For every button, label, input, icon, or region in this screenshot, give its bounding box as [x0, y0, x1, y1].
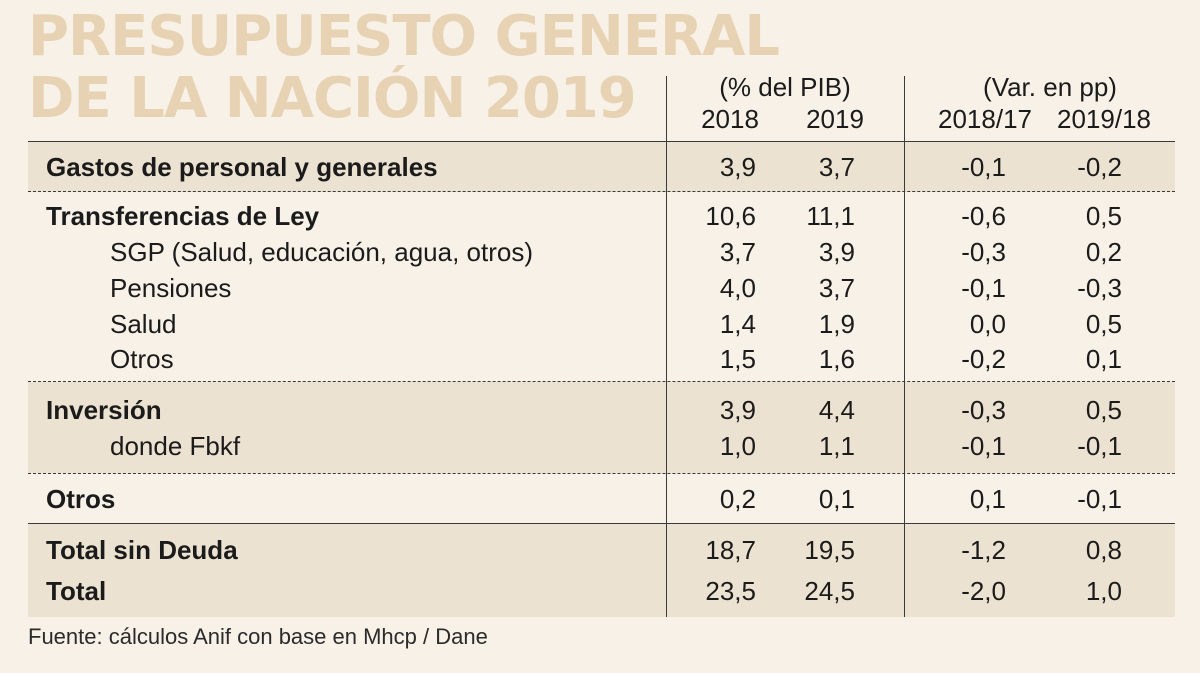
cell-var-2019-18: 0,8: [1085, 535, 1122, 565]
separator-1: [28, 191, 1175, 192]
cell-var-2019-18: 0,1: [1085, 344, 1122, 374]
header-group-var: (Var. en pp): [983, 72, 1117, 102]
cell-2018: 4,0: [719, 273, 756, 303]
row-label: Total: [46, 576, 107, 606]
cell-2018: 3,7: [719, 237, 756, 267]
cell-2018: 1,4: [719, 309, 756, 339]
row-label: Otros: [110, 344, 174, 374]
cell-var-2019-18: -0,1: [1077, 431, 1122, 461]
cell-2019: 1,9: [818, 309, 855, 339]
cell-2018: 3,9: [719, 395, 756, 425]
cell-var-2018-17: -0,6: [961, 201, 1006, 231]
row-label: donde Fbkf: [110, 431, 241, 461]
cell-var-2019-18: 0,5: [1085, 395, 1122, 425]
cell-var-2019-18: -0,2: [1077, 152, 1122, 182]
cell-2019: 3,9: [818, 237, 855, 267]
header-2018: 2018: [701, 104, 759, 134]
cell-var-2018-17: 0,0: [969, 309, 1006, 339]
cell-2018: 3,9: [719, 152, 756, 182]
cell-2018: 18,7: [705, 535, 756, 565]
cell-2019: 19,5: [804, 535, 855, 565]
cell-var-2019-18: -0,1: [1077, 484, 1122, 514]
table-row: Otros 0,2 0,1 0,1 -0,1: [0, 481, 1200, 517]
cell-var-2018-17: -0,1: [961, 431, 1006, 461]
chart-title: PRESUPUESTO GENERAL DE LA NACIÓN 2019: [28, 4, 780, 131]
row-label: Pensiones: [110, 273, 232, 303]
cell-var-2018-17: -0,2: [961, 344, 1006, 374]
separator-4: [28, 523, 1175, 524]
header-2019-18: 2019/18: [1057, 104, 1151, 134]
cell-var-2019-18: 1,0: [1085, 576, 1122, 606]
table-row: Total sin Deuda 18,7 19,5 -1,2 0,8: [0, 532, 1200, 568]
cell-var-2018-17: -2,0: [961, 576, 1006, 606]
header-2019: 2019: [806, 104, 864, 134]
cell-var-2019-18: 0,2: [1085, 237, 1122, 267]
cell-2019: 0,1: [818, 484, 855, 514]
cell-2019: 4,4: [818, 395, 855, 425]
cell-var-2019-18: 0,5: [1085, 201, 1122, 231]
table-row: Otros 1,5 1,6 -0,2 0,1: [0, 341, 1200, 377]
cell-2019: 11,1: [806, 201, 855, 231]
cell-2019: 3,7: [818, 273, 855, 303]
table-row: donde Fbkf 1,0 1,1 -0,1 -0,1: [0, 428, 1200, 464]
row-label: Otros: [46, 484, 116, 514]
cell-2018: 10,6: [705, 201, 756, 231]
cell-2018: 1,5: [719, 344, 756, 374]
row-label: Salud: [110, 309, 177, 339]
row-label: Inversión: [46, 395, 162, 425]
cell-var-2018-17: -0,1: [961, 273, 1006, 303]
cell-2018: 23,5: [705, 576, 756, 606]
cell-2018: 1,0: [719, 431, 756, 461]
band-gastos: [28, 142, 1175, 192]
cell-var-2018-17: -0,1: [961, 152, 1006, 182]
cell-2019: 1,1: [818, 431, 855, 461]
band-inversion: [28, 382, 1175, 473]
divider-right: [904, 76, 905, 617]
row-label: Total sin Deuda: [46, 535, 238, 565]
cell-2019: 1,6: [818, 344, 855, 374]
header-group-pib: (% del PIB): [719, 72, 851, 102]
source-note: Fuente: cálculos Anif con base en Mhcp /…: [28, 624, 488, 649]
cell-2018: 0,2: [719, 484, 756, 514]
separator-3: [28, 473, 1175, 474]
divider-left: [666, 76, 667, 617]
cell-2019: 3,7: [818, 152, 855, 182]
cell-var-2019-18: 0,5: [1085, 309, 1122, 339]
table-row: Transferencias de Ley 10,6 11,1 -0,6 0,5: [0, 198, 1200, 234]
title-line-2: DE LA NACIÓN 2019: [28, 66, 637, 131]
cell-2019: 24,5: [804, 576, 855, 606]
cell-var-2018-17: -0,3: [961, 395, 1006, 425]
table-row: SGP (Salud, educación, agua, otros) 3,7 …: [0, 234, 1200, 270]
header-rule: [28, 141, 1175, 142]
cell-var-2019-18: -0,3: [1077, 273, 1122, 303]
row-label: Transferencias de Ley: [46, 201, 320, 231]
separator-2: [28, 381, 1175, 382]
table-row: Inversión 3,9 4,4 -0,3 0,5: [0, 392, 1200, 428]
table-row: Total 23,5 24,5 -2,0 1,0: [0, 573, 1200, 609]
title-line-1: PRESUPUESTO GENERAL: [28, 4, 780, 69]
row-label: SGP (Salud, educación, agua, otros): [110, 237, 533, 267]
band-totales: [28, 524, 1175, 617]
cell-var-2018-17: 0,1: [969, 484, 1006, 514]
cell-var-2018-17: -1,2: [961, 535, 1006, 565]
table-row: Gastos de personal y generales 3,9 3,7 -…: [0, 149, 1200, 185]
cell-var-2018-17: -0,3: [961, 237, 1006, 267]
table-row: Salud 1,4 1,9 0,0 0,5: [0, 306, 1200, 342]
header-2018-17: 2018/17: [938, 104, 1032, 134]
row-label: Gastos de personal y generales: [46, 152, 438, 182]
table-row: Pensiones 4,0 3,7 -0,1 -0,3: [0, 270, 1200, 306]
